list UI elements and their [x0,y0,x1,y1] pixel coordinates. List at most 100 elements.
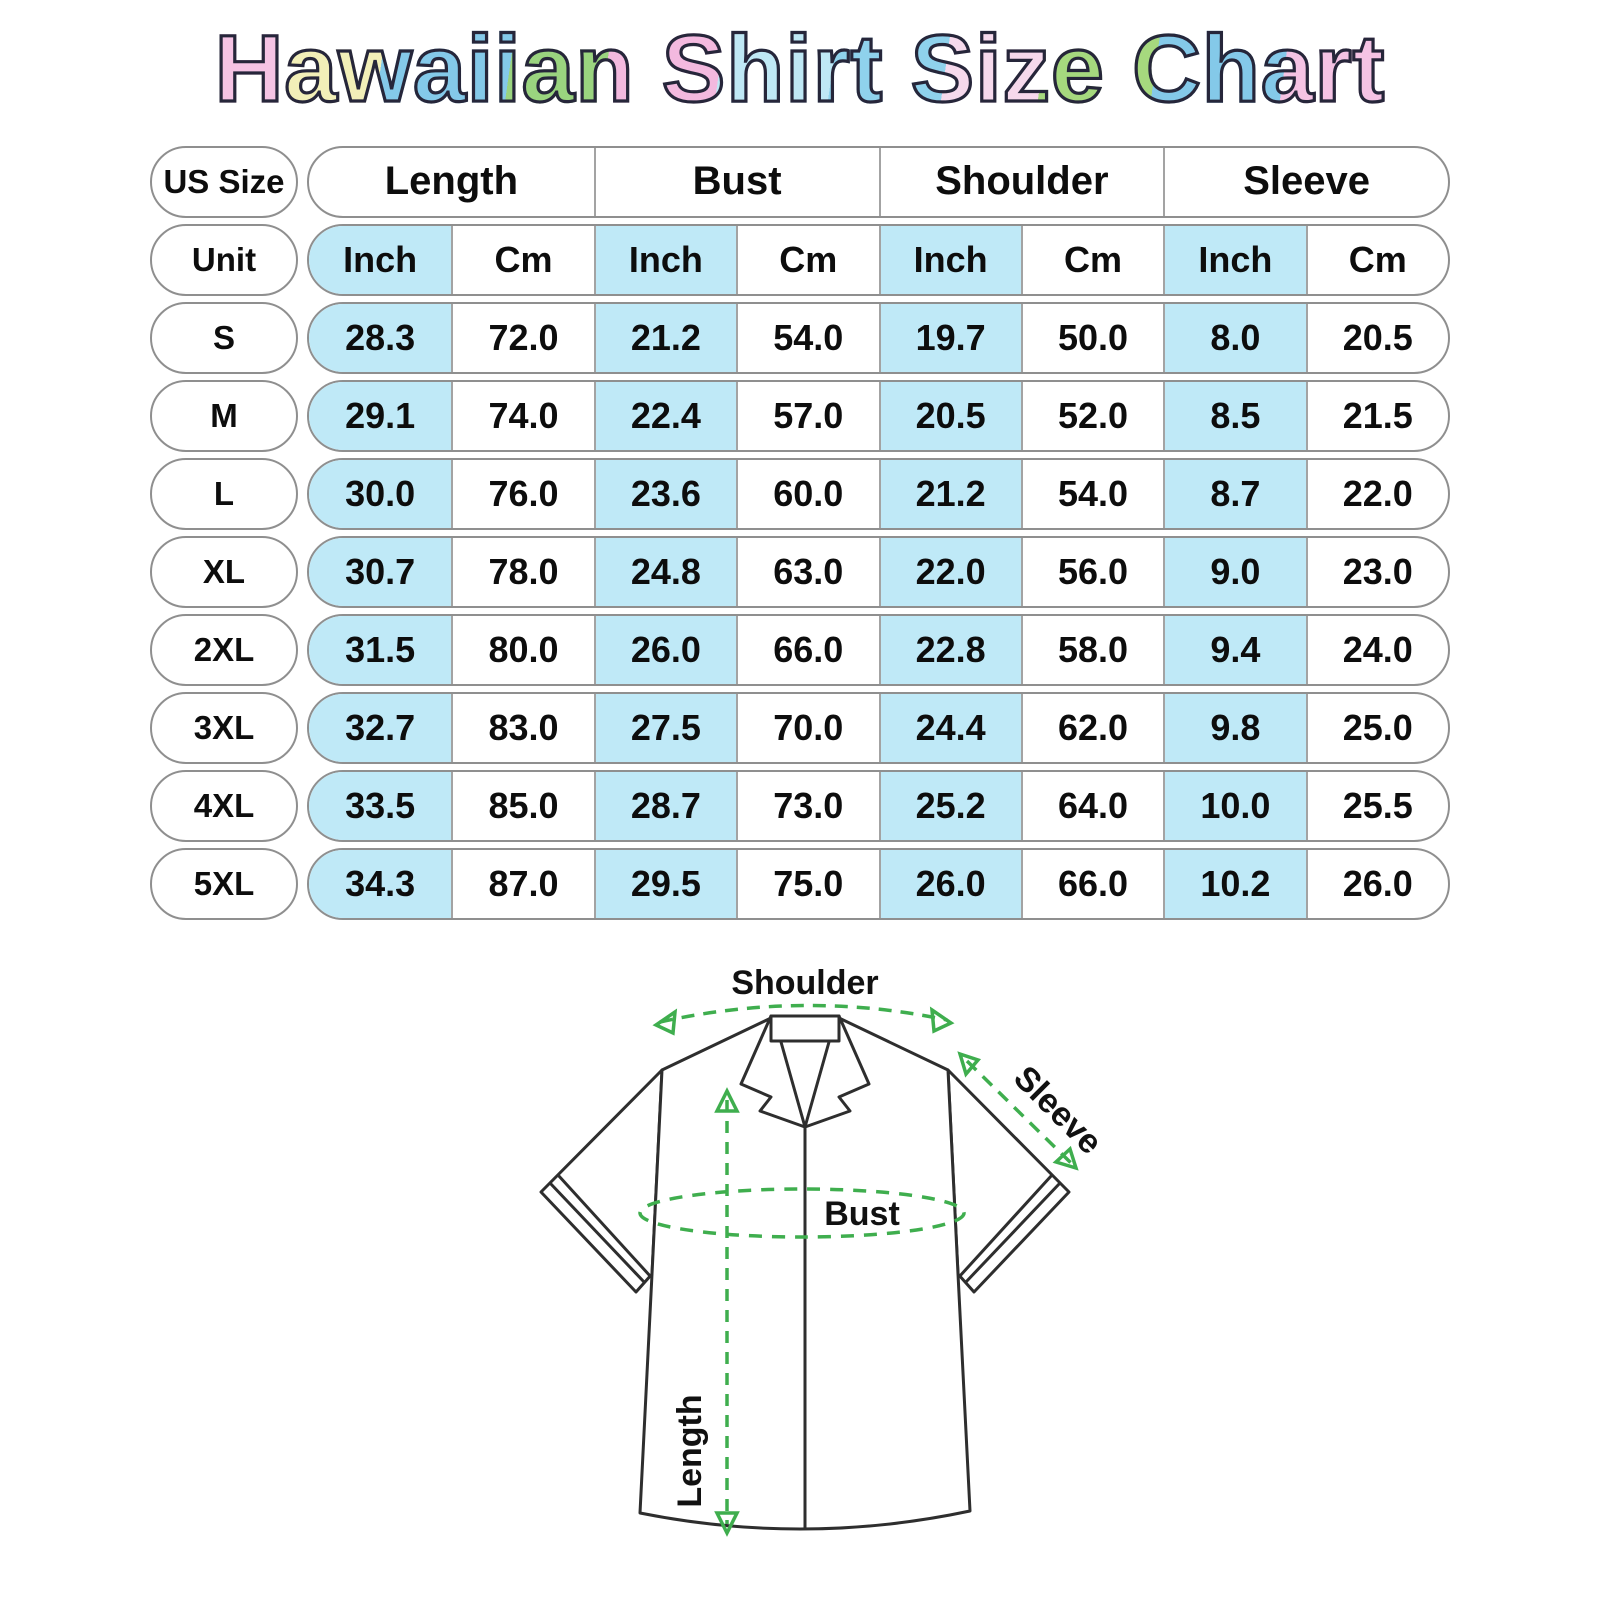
value-cell: 31.5 [309,615,452,684]
unit-label: Unit [150,223,298,296]
value-cell: 30.7 [309,537,452,606]
shoulder-label: Shoulder [731,964,878,1002]
arrowhead [957,1051,982,1078]
unit-cells: Inch Cm Inch Cm Inch Cm Inch Cm [307,223,1450,296]
value-cell: 85.0 [451,771,593,840]
value-cell: 63.0 [736,537,878,606]
arrowhead [929,1006,955,1034]
unit-cell: Cm [736,225,878,294]
header-shoulder: Shoulder [878,147,1164,216]
arrowhead [714,1511,740,1537]
shirt-diagram-svg: Shoulder Sleeve Bust Length [539,964,1109,1537]
value-cell: 25.2 [878,771,1021,840]
value-cell: 26.0 [878,849,1021,918]
value-cell: 66.0 [736,615,878,684]
table-row-3xl: 3XL 32.7 83.0 27.5 70.0 24.4 62.0 9.8 25… [150,691,1450,764]
value-cell: 25.5 [1305,771,1448,840]
value-cell: 54.0 [736,303,878,372]
value-cell: 23.6 [593,459,737,528]
collar-band [769,1014,841,1043]
value-cell: 21.2 [593,303,737,372]
right-cuff-line [957,1173,1054,1278]
value-cell: 21.2 [878,459,1021,528]
value-cell: 56.0 [1020,537,1163,606]
value-cell: 70.0 [736,693,878,762]
value-cell: 22.8 [878,615,1021,684]
table-row-m: M 29.1 74.0 22.4 57.0 20.5 52.0 8.5 21.5 [150,379,1450,452]
value-cell: 80.0 [451,615,593,684]
unit-cell: Inch [878,225,1021,294]
value-cell: 29.5 [593,849,737,918]
value-cell: 20.5 [1305,303,1448,372]
value-cell: 20.5 [878,381,1021,450]
value-cell: 8.0 [1163,303,1306,372]
value-cell: 30.0 [309,459,452,528]
value-cell: 22.0 [1305,459,1448,528]
value-cell: 57.0 [736,381,878,450]
value-cell: 60.0 [736,459,878,528]
table-row-5xl: 5XL 34.3 87.0 29.5 75.0 26.0 66.0 10.2 2… [150,847,1450,920]
size-label: 2XL [150,613,298,686]
value-cell: 8.7 [1163,459,1306,528]
value-cell: 66.0 [1020,849,1163,918]
value-cell: 22.4 [593,381,737,450]
measurement-arrows [638,1003,1079,1537]
unit-cell: Inch [1163,225,1306,294]
value-cell: 72.0 [451,303,593,372]
value-cell: 50.0 [1020,303,1163,372]
corner-label: US Size [150,145,298,218]
value-cell: 52.0 [1020,381,1163,450]
table-row-xl: XL 30.7 78.0 24.8 63.0 22.0 56.0 9.0 23.… [150,535,1450,608]
table-row-4xl: 4XL 33.5 85.0 28.7 73.0 25.2 64.0 10.0 2… [150,769,1450,842]
right-cuff-line [963,1181,1062,1284]
value-cell: 26.0 [593,615,737,684]
value-cell: 87.0 [451,849,593,918]
arrowhead [1052,1145,1079,1171]
size-label: S [150,301,298,374]
value-cell: 23.0 [1305,537,1448,606]
value-cell: 73.0 [736,771,878,840]
measurement-header-cells: Length Bust Shoulder Sleeve [307,145,1450,218]
value-cell: 32.7 [309,693,452,762]
unit-cell: Cm [1020,225,1163,294]
value-cell: 24.8 [593,537,737,606]
value-cell: 34.3 [309,849,452,918]
value-cell: 74.0 [451,381,593,450]
value-cell: 33.5 [309,771,452,840]
left-sleeve [539,1068,664,1294]
left-cuff-line [548,1181,647,1284]
value-cell: 21.5 [1305,381,1448,450]
value-cell: 27.5 [593,693,737,762]
value-cell: 26.0 [1305,849,1448,918]
value-cell: 29.1 [309,381,452,450]
value-cell: 19.7 [878,303,1021,372]
value-cell: 9.4 [1163,615,1306,684]
value-cell: 28.3 [309,303,452,372]
value-cell: 8.5 [1163,381,1306,450]
unit-cell: Cm [451,225,593,294]
value-cell: 9.8 [1163,693,1306,762]
unit-cell: Inch [593,225,737,294]
size-label: XL [150,535,298,608]
value-cell: 24.0 [1305,615,1448,684]
shirt-measurement-diagram: Shoulder Sleeve Bust Length [470,948,1130,1585]
value-cell: 24.4 [878,693,1021,762]
table-header-row: US Size Length Bust Shoulder Sleeve [150,145,1450,218]
shoulder-arrow [659,1003,948,1024]
size-label: M [150,379,298,452]
value-cell: 25.0 [1305,693,1448,762]
value-cell: 76.0 [451,459,593,528]
arrowhead [714,1086,740,1113]
value-cell: 9.0 [1163,537,1306,606]
table-row-2xl: 2XL 31.5 80.0 26.0 66.0 22.8 58.0 9.4 24… [150,613,1450,686]
left-cuff-line [556,1173,653,1278]
unit-cell: Cm [1305,225,1448,294]
bust-ellipse [638,1187,966,1239]
arrowhead [652,1008,678,1036]
shirt-outline [539,1014,1071,1531]
bust-label: Bust [824,1195,900,1233]
value-cell: 78.0 [451,537,593,606]
unit-cell: Inch [309,225,452,294]
length-label: Length [671,1394,709,1507]
value-cell: 64.0 [1020,771,1163,840]
